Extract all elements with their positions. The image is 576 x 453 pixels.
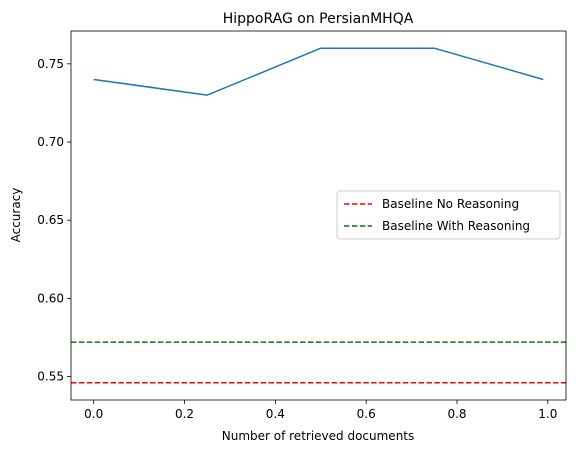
x-tick-label: 1.0	[538, 407, 557, 421]
y-tick-label: 0.75	[37, 57, 64, 71]
y-tick-label: 0.65	[37, 213, 64, 227]
x-tick-label: 0.2	[175, 407, 194, 421]
legend: Baseline No Reasoning Baseline With Reaso…	[336, 190, 561, 240]
x-tick-label: 0.8	[447, 407, 466, 421]
x-axis-label: Number of retrieved documents	[222, 429, 415, 443]
x-tick-label: 0.6	[357, 407, 376, 421]
legend-box	[336, 190, 561, 240]
y-tick-label: 0.60	[37, 291, 64, 305]
y-tick-label: 0.55	[37, 370, 64, 384]
axes-frame	[70, 30, 567, 401]
x-tick-label: 0.0	[84, 407, 103, 421]
x-tick-label: 0.4	[266, 407, 285, 421]
plot-area: 0.0 0.2 0.4 0.6 0.8 1.0 0.55 0.60 0.65 0.70 0.75	[37, 30, 567, 421]
y-tick-label: 0.70	[37, 135, 64, 149]
series-line-1	[93, 47, 544, 96]
legend-label: Baseline No Reasoning	[382, 197, 519, 211]
y-axis-label: Accuracy	[9, 188, 23, 243]
legend-label: Baseline With Reasoning	[382, 219, 530, 233]
chart-title: HippoRAG on PersianMHQA	[223, 11, 414, 27]
